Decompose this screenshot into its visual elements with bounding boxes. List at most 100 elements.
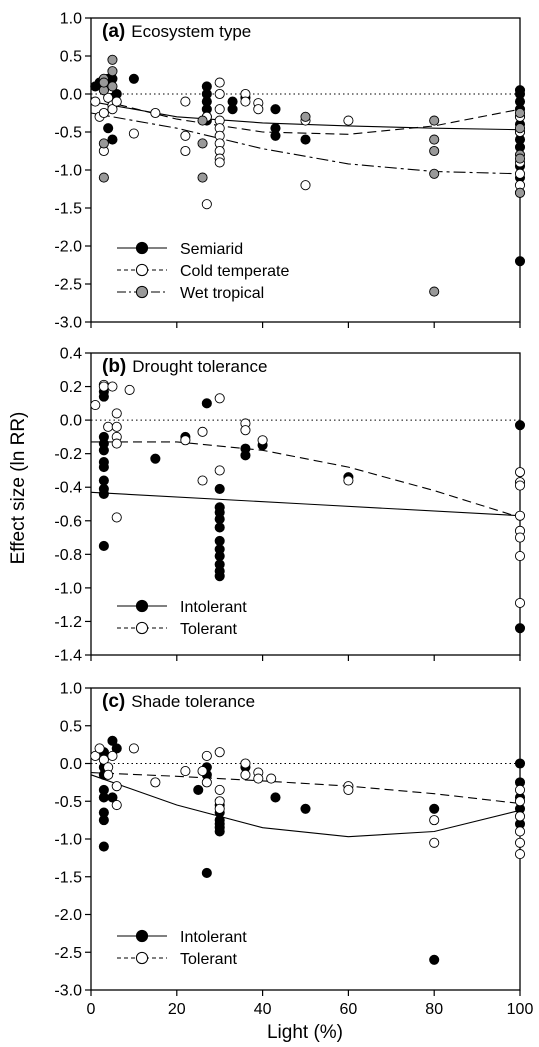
data-point-intolerant xyxy=(111,743,122,754)
legend-marker-semiarid xyxy=(135,241,149,255)
data-point-wet-tropical xyxy=(429,286,440,297)
y-tick-label: -2.5 xyxy=(54,945,82,962)
data-point-intolerant xyxy=(214,522,225,533)
y-tick-label: 0.5 xyxy=(60,49,82,66)
data-point-tolerant xyxy=(94,743,105,754)
data-point-tolerant xyxy=(111,799,122,811)
legend-label-tolerant: Tolerant xyxy=(180,951,237,968)
data-point-cold-temperate xyxy=(107,104,118,115)
y-tick-label: -0.5 xyxy=(54,125,82,142)
data-point-cold-temperate xyxy=(90,96,101,107)
data-point-tolerant xyxy=(514,550,526,562)
y-tick-label: -0.5 xyxy=(54,794,82,811)
data-point-cold-temperate xyxy=(150,107,161,119)
data-point-tolerant xyxy=(111,421,122,432)
fit-line-tolerant xyxy=(91,441,521,518)
y-tick-label: -3.0 xyxy=(54,315,82,332)
fit-line-tolerant xyxy=(90,772,521,805)
data-point-cold-temperate xyxy=(214,104,225,115)
y-tick-label: -3.0 xyxy=(54,983,82,1000)
y-axis-title: Effect size (ln RR) xyxy=(8,412,29,565)
data-point-wet-tropical xyxy=(98,172,109,183)
panel-letter: (a) xyxy=(102,21,125,42)
panel-title: (a) Ecosystem type xyxy=(102,21,251,42)
data-point-tolerant xyxy=(214,784,225,795)
data-point-tolerant xyxy=(429,837,440,848)
data-point-tolerant xyxy=(111,781,122,792)
data-point-tolerant xyxy=(253,773,264,784)
data-point-intolerant xyxy=(193,784,204,795)
data-point-tolerant xyxy=(128,743,139,754)
y-tick-label: 0.4 xyxy=(60,346,82,363)
panel-title-text: Shade tolerance xyxy=(131,692,255,711)
data-point-semiarid xyxy=(227,104,238,115)
data-point-wet-tropical xyxy=(107,81,118,92)
y-tick-label: -2.5 xyxy=(54,277,82,294)
data-point-tolerant xyxy=(197,426,208,437)
fit-line-intolerant xyxy=(90,774,521,838)
data-point-semiarid xyxy=(300,134,311,145)
data-point-tolerant xyxy=(90,399,101,411)
data-point-wet-tropical xyxy=(300,111,311,122)
data-point-tolerant xyxy=(514,510,526,521)
data-point-wet-tropical xyxy=(197,138,208,149)
data-point-tolerant xyxy=(107,381,118,392)
legend: Intolerant Tolerant xyxy=(117,599,247,638)
data-point-tolerant xyxy=(514,467,526,478)
y-tick-label: -0.8 xyxy=(54,547,82,564)
data-point-intolerant xyxy=(107,792,118,803)
data-point-intolerant xyxy=(98,540,109,551)
data-point-tolerant xyxy=(90,750,101,762)
y-tick-label: -1.0 xyxy=(54,832,82,849)
data-point-cold-temperate xyxy=(214,157,225,168)
data-point-intolerant xyxy=(201,398,212,409)
data-point-wet-tropical xyxy=(514,107,526,119)
data-point-cold-temperate xyxy=(180,96,191,107)
data-point-wet-tropical xyxy=(107,66,118,77)
y-tick-label: 1.0 xyxy=(60,681,82,698)
data-point-tolerant xyxy=(98,754,109,765)
plot-frame xyxy=(90,352,521,656)
data-point-tolerant xyxy=(240,425,251,436)
legend: Semiarid Cold temperate Wet tropical xyxy=(117,241,289,302)
y-tick-label: -2.0 xyxy=(54,907,82,924)
data-point-tolerant xyxy=(257,435,268,446)
legend-marker-intolerant xyxy=(135,929,149,943)
data-point-tolerant xyxy=(103,421,114,432)
data-point-wet-tropical xyxy=(514,187,526,198)
data-point-wet-tropical xyxy=(514,153,526,164)
data-point-tolerant xyxy=(197,475,208,486)
data-point-intolerant xyxy=(429,803,440,814)
y-tick-label: -1.4 xyxy=(54,648,82,665)
data-point-intolerant xyxy=(240,450,251,461)
data-point-semiarid xyxy=(107,134,118,145)
legend: Intolerant Tolerant xyxy=(117,929,247,968)
plot-frame xyxy=(90,687,521,991)
data-point-intolerant xyxy=(98,462,109,473)
x-tick-label: 0 xyxy=(87,1001,96,1018)
data-point-wet-tropical xyxy=(107,54,118,65)
panel-title-text: Drought tolerance xyxy=(132,357,267,376)
data-point-cold-temperate xyxy=(180,130,191,141)
data-point-wet-tropical xyxy=(197,115,208,126)
data-point-tolerant xyxy=(107,750,118,762)
data-point-intolerant xyxy=(98,792,109,803)
y-tick-label: 1.0 xyxy=(60,11,82,28)
data-point-wet-tropical xyxy=(98,138,109,149)
legend-label-intolerant: Intolerant xyxy=(180,929,247,946)
y-tick-label: -2.0 xyxy=(54,239,82,256)
data-point-cold-temperate xyxy=(214,88,225,100)
data-point-intolerant xyxy=(98,841,109,852)
legend-marker-intolerant xyxy=(135,599,149,613)
data-point-tolerant xyxy=(514,597,526,609)
chart-panels: 1.0 0.5 0.0 -0.5 -1.0 -1.5 -2.0 -2.5 -3.0 (a) Ecos… xyxy=(54,11,533,1019)
data-point-cold-temperate xyxy=(128,128,139,139)
x-tick-label: 60 xyxy=(340,1001,358,1018)
data-point-tolerant xyxy=(240,758,251,769)
legend-label-cold-temperate: Cold temperate xyxy=(180,263,289,280)
data-point-cold-temperate xyxy=(300,180,311,191)
y-tick-label: -1.0 xyxy=(54,580,82,597)
data-point-tolerant xyxy=(111,408,122,419)
data-point-cold-temperate xyxy=(343,115,354,126)
